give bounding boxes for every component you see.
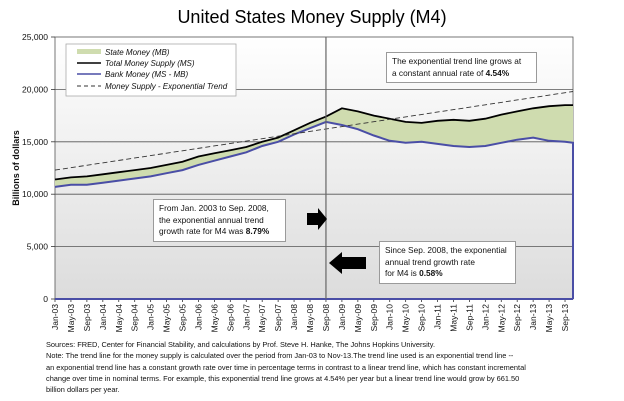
post-rate-value: 0.58%	[419, 268, 443, 278]
y-axis-tick-labels: 0 5,000 10,000 15,000 20,000 25,000	[22, 32, 48, 304]
sources-text: Sources: FRED, Center for Financial Stab…	[46, 340, 435, 349]
x-tick-label: May-07	[257, 304, 267, 333]
pre-rate-value: 8.79%	[245, 226, 270, 236]
x-tick-label: Sep-10	[417, 304, 427, 332]
note-line2: an exponential trend line has a constant…	[46, 362, 526, 372]
x-axis-ticks: Jan-03 May-03 Sep-03 Jan-04 May-04 Sep-04 Jan-…	[50, 299, 570, 332]
chart-title: United States Money Supply (M4)	[177, 7, 446, 27]
exponential-trend-line	[54, 91, 574, 171]
chart-notes: Sources: FRED, Center for Financial Stab…	[46, 339, 616, 395]
trend-annotation-line2: a constant annual rate of	[392, 67, 486, 78]
x-tick-label: Jan-13	[528, 304, 538, 330]
x-tick-label: May-10	[401, 304, 411, 333]
post-annotation-line3: for M4 is	[385, 268, 420, 278]
pre-2008-annotation: From Jan. 2003 to Sep. 2008, the exponen…	[153, 199, 286, 242]
x-tick-label: May-11	[448, 304, 458, 332]
y-tick-label: 20,000	[22, 84, 48, 94]
legend-label-trend: Money Supply - Exponential Trend	[105, 82, 228, 91]
y-tick-label: 0	[43, 294, 48, 304]
pre-annotation-line3: growth rate for M4 was	[159, 226, 246, 236]
note-line1: Note: The trend line for the money suppl…	[46, 351, 514, 361]
x-tick-label: Jan-12	[480, 304, 490, 330]
x-tick-label: Sep-06	[225, 304, 235, 332]
trend-rate-value: 4.54%	[485, 67, 510, 78]
legend-label-total-money: Total Money Supply (MS)	[105, 59, 195, 68]
pre-annotation-line1: From Jan. 2003 to Sep. 2008,	[159, 203, 269, 213]
x-tick-label: Jan-09	[337, 304, 347, 330]
x-tick-label: Jan-03	[50, 304, 60, 330]
legend-label-state-money: State Money (MB)	[105, 48, 170, 57]
y-axis-label: Billions of dollars	[11, 130, 21, 206]
x-tick-label: Jan-08	[289, 304, 299, 330]
x-tick-label: Jan-05	[146, 304, 156, 330]
x-tick-label: Sep-13	[560, 304, 570, 332]
post-annotation-line1: Since Sep. 2008, the exponential	[385, 245, 507, 255]
trend-annotation-line1: The exponential trend line grows at	[392, 56, 522, 66]
y-tick-label: 5,000	[27, 242, 49, 252]
x-tick-label: May-12	[496, 304, 506, 333]
x-tick-label: Sep-11	[464, 304, 474, 331]
trend-rate-annotation: The exponential trend line grows at a co…	[386, 52, 537, 83]
note-line3: change over time in nominal terms. For e…	[46, 373, 520, 383]
x-tick-label: Jan-11	[433, 304, 443, 330]
x-tick-label: May-05	[162, 304, 172, 333]
pre-annotation-line2: the exponential annual trend	[159, 214, 264, 225]
x-tick-label: Sep-12	[512, 304, 522, 332]
legend-swatch-state-money	[77, 49, 101, 54]
left-arrow-icon	[329, 252, 366, 274]
x-tick-label: Sep-07	[273, 304, 283, 332]
x-tick-label: May-09	[353, 304, 363, 333]
legend: State Money (MB) Total Money Supply (MS)…	[65, 43, 237, 97]
legend-label-bank-money: Bank Money (MS - MB)	[105, 70, 188, 79]
x-tick-label: Jan-07	[241, 304, 251, 330]
y-tick-label: 15,000	[22, 137, 48, 147]
post-2008-annotation: Since Sep. 2008, the exponential annual …	[379, 241, 516, 284]
x-tick-label: Jan-04	[98, 304, 108, 330]
right-arrow-icon	[307, 208, 327, 230]
y-tick-label: 25,000	[22, 32, 48, 42]
y-tick-label: 10,000	[22, 189, 48, 199]
x-tick-label: Sep-08	[321, 304, 331, 332]
x-tick-label: May-03	[66, 304, 76, 333]
state-money-area	[55, 105, 573, 187]
post-annotation-line2: annual trend growth rate	[385, 256, 475, 267]
money-supply-chart: United States Money Supply (M4) 0 5,000 10…	[11, 7, 574, 332]
x-tick-label: Sep-05	[178, 304, 188, 332]
x-tick-label: May-08	[305, 304, 315, 333]
x-tick-label: May-06	[209, 304, 219, 333]
x-tick-label: Sep-03	[82, 304, 92, 332]
x-tick-label: May-04	[114, 304, 124, 333]
x-tick-label: Jan-10	[385, 304, 395, 330]
x-tick-label: Sep-04	[130, 304, 140, 332]
x-tick-label: May-13	[544, 304, 554, 333]
x-tick-label: Sep-09	[369, 304, 379, 332]
total-money-supply-line	[54, 104, 573, 181]
note-line4: billion dollars per year.	[46, 385, 120, 395]
x-tick-label: Jan-06	[193, 304, 203, 330]
